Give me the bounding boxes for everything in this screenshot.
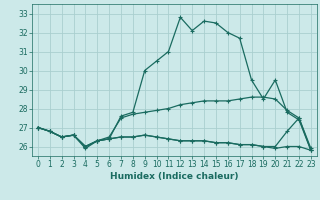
X-axis label: Humidex (Indice chaleur): Humidex (Indice chaleur) bbox=[110, 172, 239, 181]
